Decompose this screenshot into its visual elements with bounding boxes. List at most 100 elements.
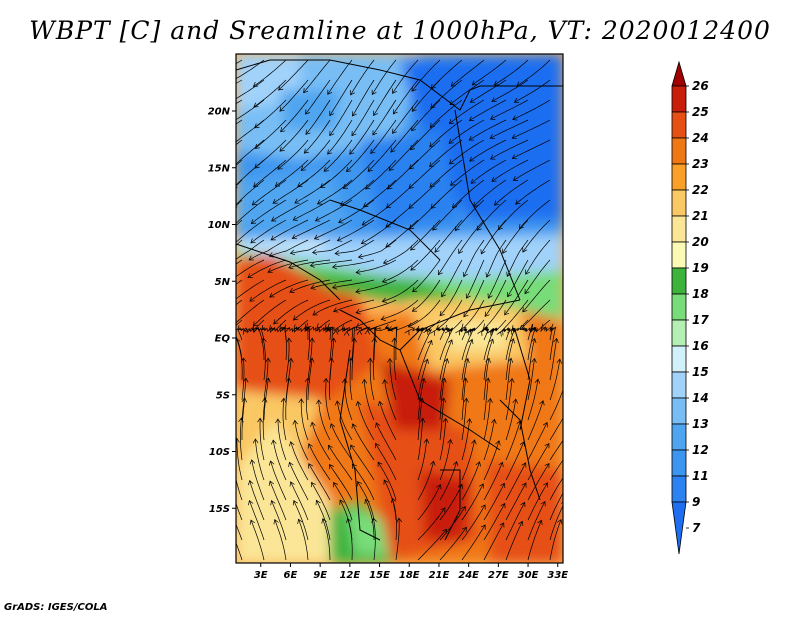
streamline-arrow [396, 517, 403, 523]
colorbar-segment [671, 111, 687, 139]
colorbar-label: 19 [692, 261, 709, 275]
streamline-arrow [463, 311, 469, 318]
streamline-arrow [336, 236, 343, 242]
streamline [297, 159, 331, 187]
streamline-arrow [570, 446, 574, 451]
streamline [486, 239, 507, 278]
streamline [323, 139, 353, 172]
streamline-arrow [454, 225, 460, 232]
streamline-arrow [231, 459, 236, 463]
streamline-arrow [208, 140, 213, 145]
streamline [308, 463, 331, 501]
streamline [300, 398, 309, 441]
streamline [329, 79, 353, 116]
streamline [357, 401, 375, 441]
streamline [259, 418, 265, 461]
streamline [352, 423, 375, 461]
streamline-arrow [250, 219, 257, 225]
streamline-arrow [252, 321, 258, 327]
streamline-arrow [450, 81, 456, 87]
streamline [371, 59, 397, 95]
streamline-arrow [253, 102, 259, 108]
streamline [350, 444, 375, 481]
streamline-arrow [273, 319, 279, 325]
streamline [357, 481, 375, 521]
streamline-arrow [304, 323, 310, 329]
streamline-arrow [486, 330, 492, 336]
streamline-arrow [280, 397, 287, 403]
streamline [280, 99, 309, 133]
streamline [352, 79, 375, 117]
streamline [449, 139, 485, 165]
streamline [347, 518, 353, 561]
streamline [483, 503, 506, 541]
streamline [270, 219, 309, 241]
streamline-arrow [385, 222, 391, 228]
streamline [522, 279, 551, 313]
streamline [236, 219, 243, 227]
streamline [463, 279, 485, 317]
streamline [277, 139, 309, 170]
streamline [275, 159, 309, 187]
streamline [290, 239, 331, 254]
streamline-arrow [214, 325, 219, 329]
streamline [540, 326, 553, 341]
streamline-arrow [279, 323, 285, 330]
streamline-arrow [254, 143, 260, 149]
streamline-arrow [408, 203, 414, 209]
streamline-arrow [229, 99, 234, 103]
streamline-arrow [497, 224, 504, 231]
streamline-arrow [357, 253, 364, 260]
streamline [505, 338, 514, 381]
streamline-arrow [452, 460, 459, 467]
streamline-arrow [387, 357, 393, 363]
streamline [273, 299, 309, 325]
streamline [502, 327, 511, 341]
streamline-arrow [518, 520, 524, 527]
streamline [317, 179, 353, 205]
streamline-arrow [371, 89, 377, 96]
streamline [527, 443, 550, 481]
streamline-arrow [288, 263, 294, 270]
streamline [461, 483, 484, 521]
streamline [249, 279, 287, 302]
streamline [236, 179, 265, 206]
streamline-arrow [419, 417, 426, 423]
streamline [527, 482, 548, 521]
streamline [337, 219, 375, 242]
streamline-arrow [388, 165, 394, 171]
streamline-arrow [465, 293, 471, 299]
streamline-arrow [524, 288, 530, 295]
lat-tick-label: 15S [209, 504, 230, 515]
streamline-arrow [567, 404, 571, 409]
streamline-arrow [289, 481, 295, 487]
streamline [315, 199, 353, 222]
streamline-arrow [292, 315, 299, 321]
streamline-arrow [372, 130, 378, 136]
streamline [506, 239, 529, 277]
streamline [439, 328, 453, 361]
streamline-arrow [355, 269, 361, 275]
streamline-arrow [273, 518, 279, 525]
streamline [303, 59, 331, 93]
streamline-arrow [307, 443, 313, 449]
streamline [271, 500, 287, 541]
streamline-arrow [355, 400, 362, 407]
streamline [441, 259, 463, 297]
colorbar-label: 22 [692, 183, 709, 197]
streamline [527, 400, 544, 441]
streamline [461, 358, 469, 401]
streamline [439, 484, 463, 521]
streamline [252, 299, 287, 327]
streamline [417, 418, 424, 461]
streamline-arrow [442, 417, 449, 423]
streamline-arrow [303, 87, 309, 94]
streamline [253, 79, 287, 108]
streamline-arrow [308, 463, 314, 469]
streamline-arrow [267, 268, 273, 274]
streamline-arrow [543, 482, 548, 488]
streamline [439, 461, 458, 501]
streamline-arrow [229, 79, 234, 83]
streamline [430, 179, 463, 209]
